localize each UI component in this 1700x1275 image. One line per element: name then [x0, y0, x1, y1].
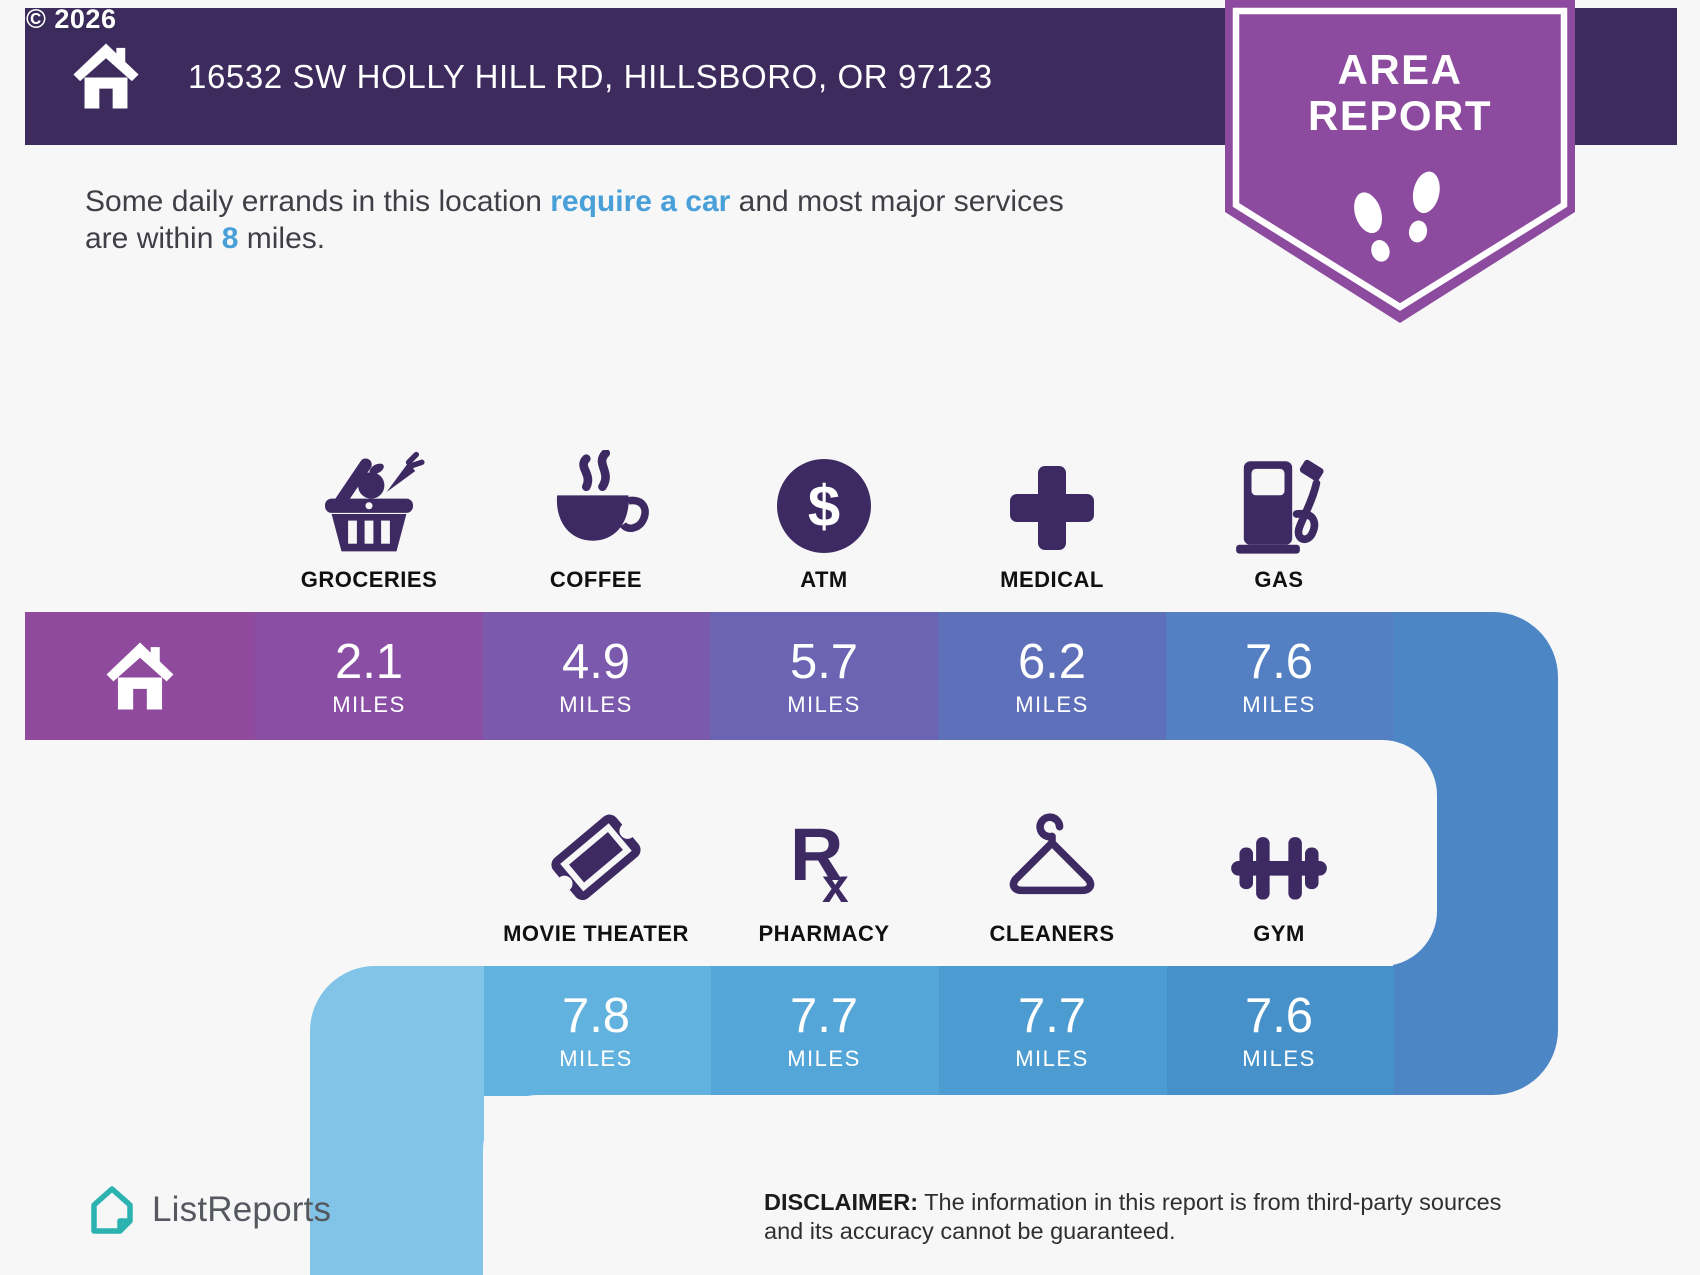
right-connector-segment: [1393, 612, 1558, 1096]
gas-segment: [1166, 612, 1394, 741]
disclaimer-label: DISCLAIMER:: [764, 1189, 919, 1215]
medical-segment: [938, 612, 1167, 741]
cleaners-distance: 7.7 MILES: [939, 968, 1165, 1092]
groceries-segment: [255, 612, 484, 741]
atm-segment: [710, 612, 939, 741]
distance-value: 6.2: [1017, 634, 1087, 689]
distance-value: 5.7: [789, 634, 859, 689]
gas-distance: 7.6 MILES: [1166, 612, 1392, 740]
distance-value: 7.8: [561, 988, 631, 1043]
area-report-badge: AREA REPORT: [1225, 0, 1575, 332]
gym-icon: [1204, 798, 1354, 912]
intro-text-2: and most major services are within: [85, 185, 1064, 255]
home-marker: [25, 612, 255, 740]
groceries-icon: [294, 444, 444, 558]
distance-unit: MILES: [1015, 1045, 1089, 1071]
svg-text:x: x: [822, 860, 849, 912]
pharmacy-distance: 7.7 MILES: [711, 968, 937, 1092]
movie-theater-icon: [521, 798, 671, 912]
footprints-icon: [1354, 171, 1440, 262]
listreports-brand: ListReports: [86, 1183, 331, 1237]
medical-label: MEDICAL: [1000, 567, 1104, 592]
distance-unit: MILES: [559, 1045, 633, 1071]
home-segment: [25, 612, 256, 741]
movie-theater-segment: [483, 966, 711, 1096]
movie-theater-label: MOVIE THEATER: [503, 921, 689, 946]
distance-value: 7.6: [1244, 634, 1314, 689]
badge-title-line2: REPORT: [1307, 92, 1492, 139]
gym-segment: [1166, 966, 1394, 1096]
intro-text: Some daily errands in this location requ…: [85, 183, 1105, 257]
copyright-text: © 2026: [26, 4, 117, 34]
movie-theater-distance: 7.8 MILES: [483, 968, 709, 1092]
groceries-label: GROCERIES: [300, 567, 438, 592]
coffee-icon: [521, 444, 671, 558]
atm-distance: 5.7 MILES: [711, 612, 937, 740]
distance-value: 7.7: [1017, 988, 1087, 1043]
home-icon: [106, 642, 174, 710]
badge-title-line1: AREA: [1337, 46, 1463, 93]
intro-highlight-miles: 8: [221, 222, 239, 255]
intro-text-3: miles.: [238, 222, 326, 255]
gym-distance: 7.6 MILES: [1166, 968, 1392, 1092]
svg-text:R: R: [790, 813, 843, 896]
gym-label: GYM: [1253, 921, 1305, 946]
distance-unit: MILES: [1242, 691, 1316, 717]
coffee-segment: [483, 612, 711, 741]
tail-segment: [310, 966, 484, 1275]
svg-text:$: $: [808, 474, 840, 539]
atm-icon: $: [749, 444, 899, 558]
coffee-distance: 4.9 MILES: [483, 612, 709, 740]
pharmacy-label: PHARMACY: [758, 921, 890, 946]
listreports-logo-icon: [91, 1186, 133, 1234]
medical-distance: 6.2 MILES: [939, 612, 1165, 740]
distance-value: 7.7: [789, 988, 859, 1043]
badge-shield: [1225, 0, 1575, 323]
distance-value: 4.9: [561, 634, 631, 689]
coffee-label: COFFEE: [549, 567, 643, 592]
distance-unit: MILES: [332, 691, 406, 717]
distance-unit: MILES: [787, 691, 861, 717]
pharmacy-icon: R x: [749, 798, 899, 912]
intro-highlight-car: require a car: [550, 185, 731, 218]
distance-value: 2.1: [334, 634, 404, 689]
cleaners-icon: [977, 798, 1127, 912]
listreports-wordmark: ListReports: [152, 1190, 332, 1229]
gas-label: GAS: [1254, 567, 1304, 592]
property-address: 16532 SW HOLLY HILL RD, HILLSBORO, OR 97…: [188, 57, 993, 95]
atm-label: ATM: [800, 567, 848, 592]
pharmacy-segment: [710, 966, 939, 1096]
home-icon: [73, 43, 139, 109]
medical-icon: [977, 444, 1127, 558]
gas-icon: [1204, 444, 1354, 558]
distance-unit: MILES: [787, 1045, 861, 1071]
distance-value: 7.6: [1244, 988, 1314, 1043]
cleaners-segment: [938, 966, 1167, 1096]
distance-unit: MILES: [1242, 1045, 1316, 1071]
groceries-distance: 2.1 MILES: [256, 612, 482, 740]
disclaimer-text: DISCLAIMER: The information in this repo…: [764, 1189, 1502, 1244]
intro-text-1: Some daily errands in this location: [85, 185, 551, 218]
distance-unit: MILES: [1015, 691, 1089, 717]
distance-unit: MILES: [559, 691, 633, 717]
cleaners-label: CLEANERS: [989, 921, 1115, 946]
